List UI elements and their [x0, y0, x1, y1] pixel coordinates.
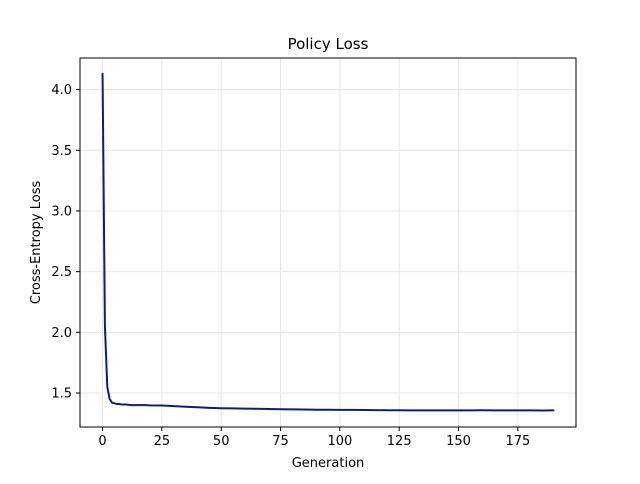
- y-tick-label: 2.5: [51, 265, 72, 280]
- x-tick-label: 175: [505, 434, 530, 449]
- loss-series-line: [101, 72, 555, 412]
- x-tick-label: 25: [154, 434, 171, 449]
- x-tick-label: 100: [327, 434, 352, 449]
- grid: [80, 58, 576, 427]
- x-tick-label: 75: [272, 434, 289, 449]
- y-axis-label: Cross-Entropy Loss: [29, 181, 44, 305]
- y-tick-label: 3.5: [51, 144, 72, 159]
- y-tick-label: 1.5: [51, 387, 72, 402]
- x-axis-label: Generation: [292, 456, 365, 471]
- x-tick-label: 125: [387, 434, 412, 449]
- x-tick-label: 150: [446, 434, 471, 449]
- x-tick-label: 50: [213, 434, 230, 449]
- chart-title: Policy Loss: [288, 35, 369, 53]
- y-tick-label: 2.0: [51, 326, 72, 341]
- y-tick-label: 3.0: [51, 204, 72, 219]
- ticks: 0 25 50 75 100 125 150 175 1.5 2.0 2.5 3.0 3.5 4.0: [51, 83, 530, 449]
- plot-frame: [79, 57, 577, 428]
- x-tick-label: 0: [98, 434, 106, 449]
- y-tick-label: 4.0: [51, 83, 72, 98]
- series-layer: [101, 72, 555, 412]
